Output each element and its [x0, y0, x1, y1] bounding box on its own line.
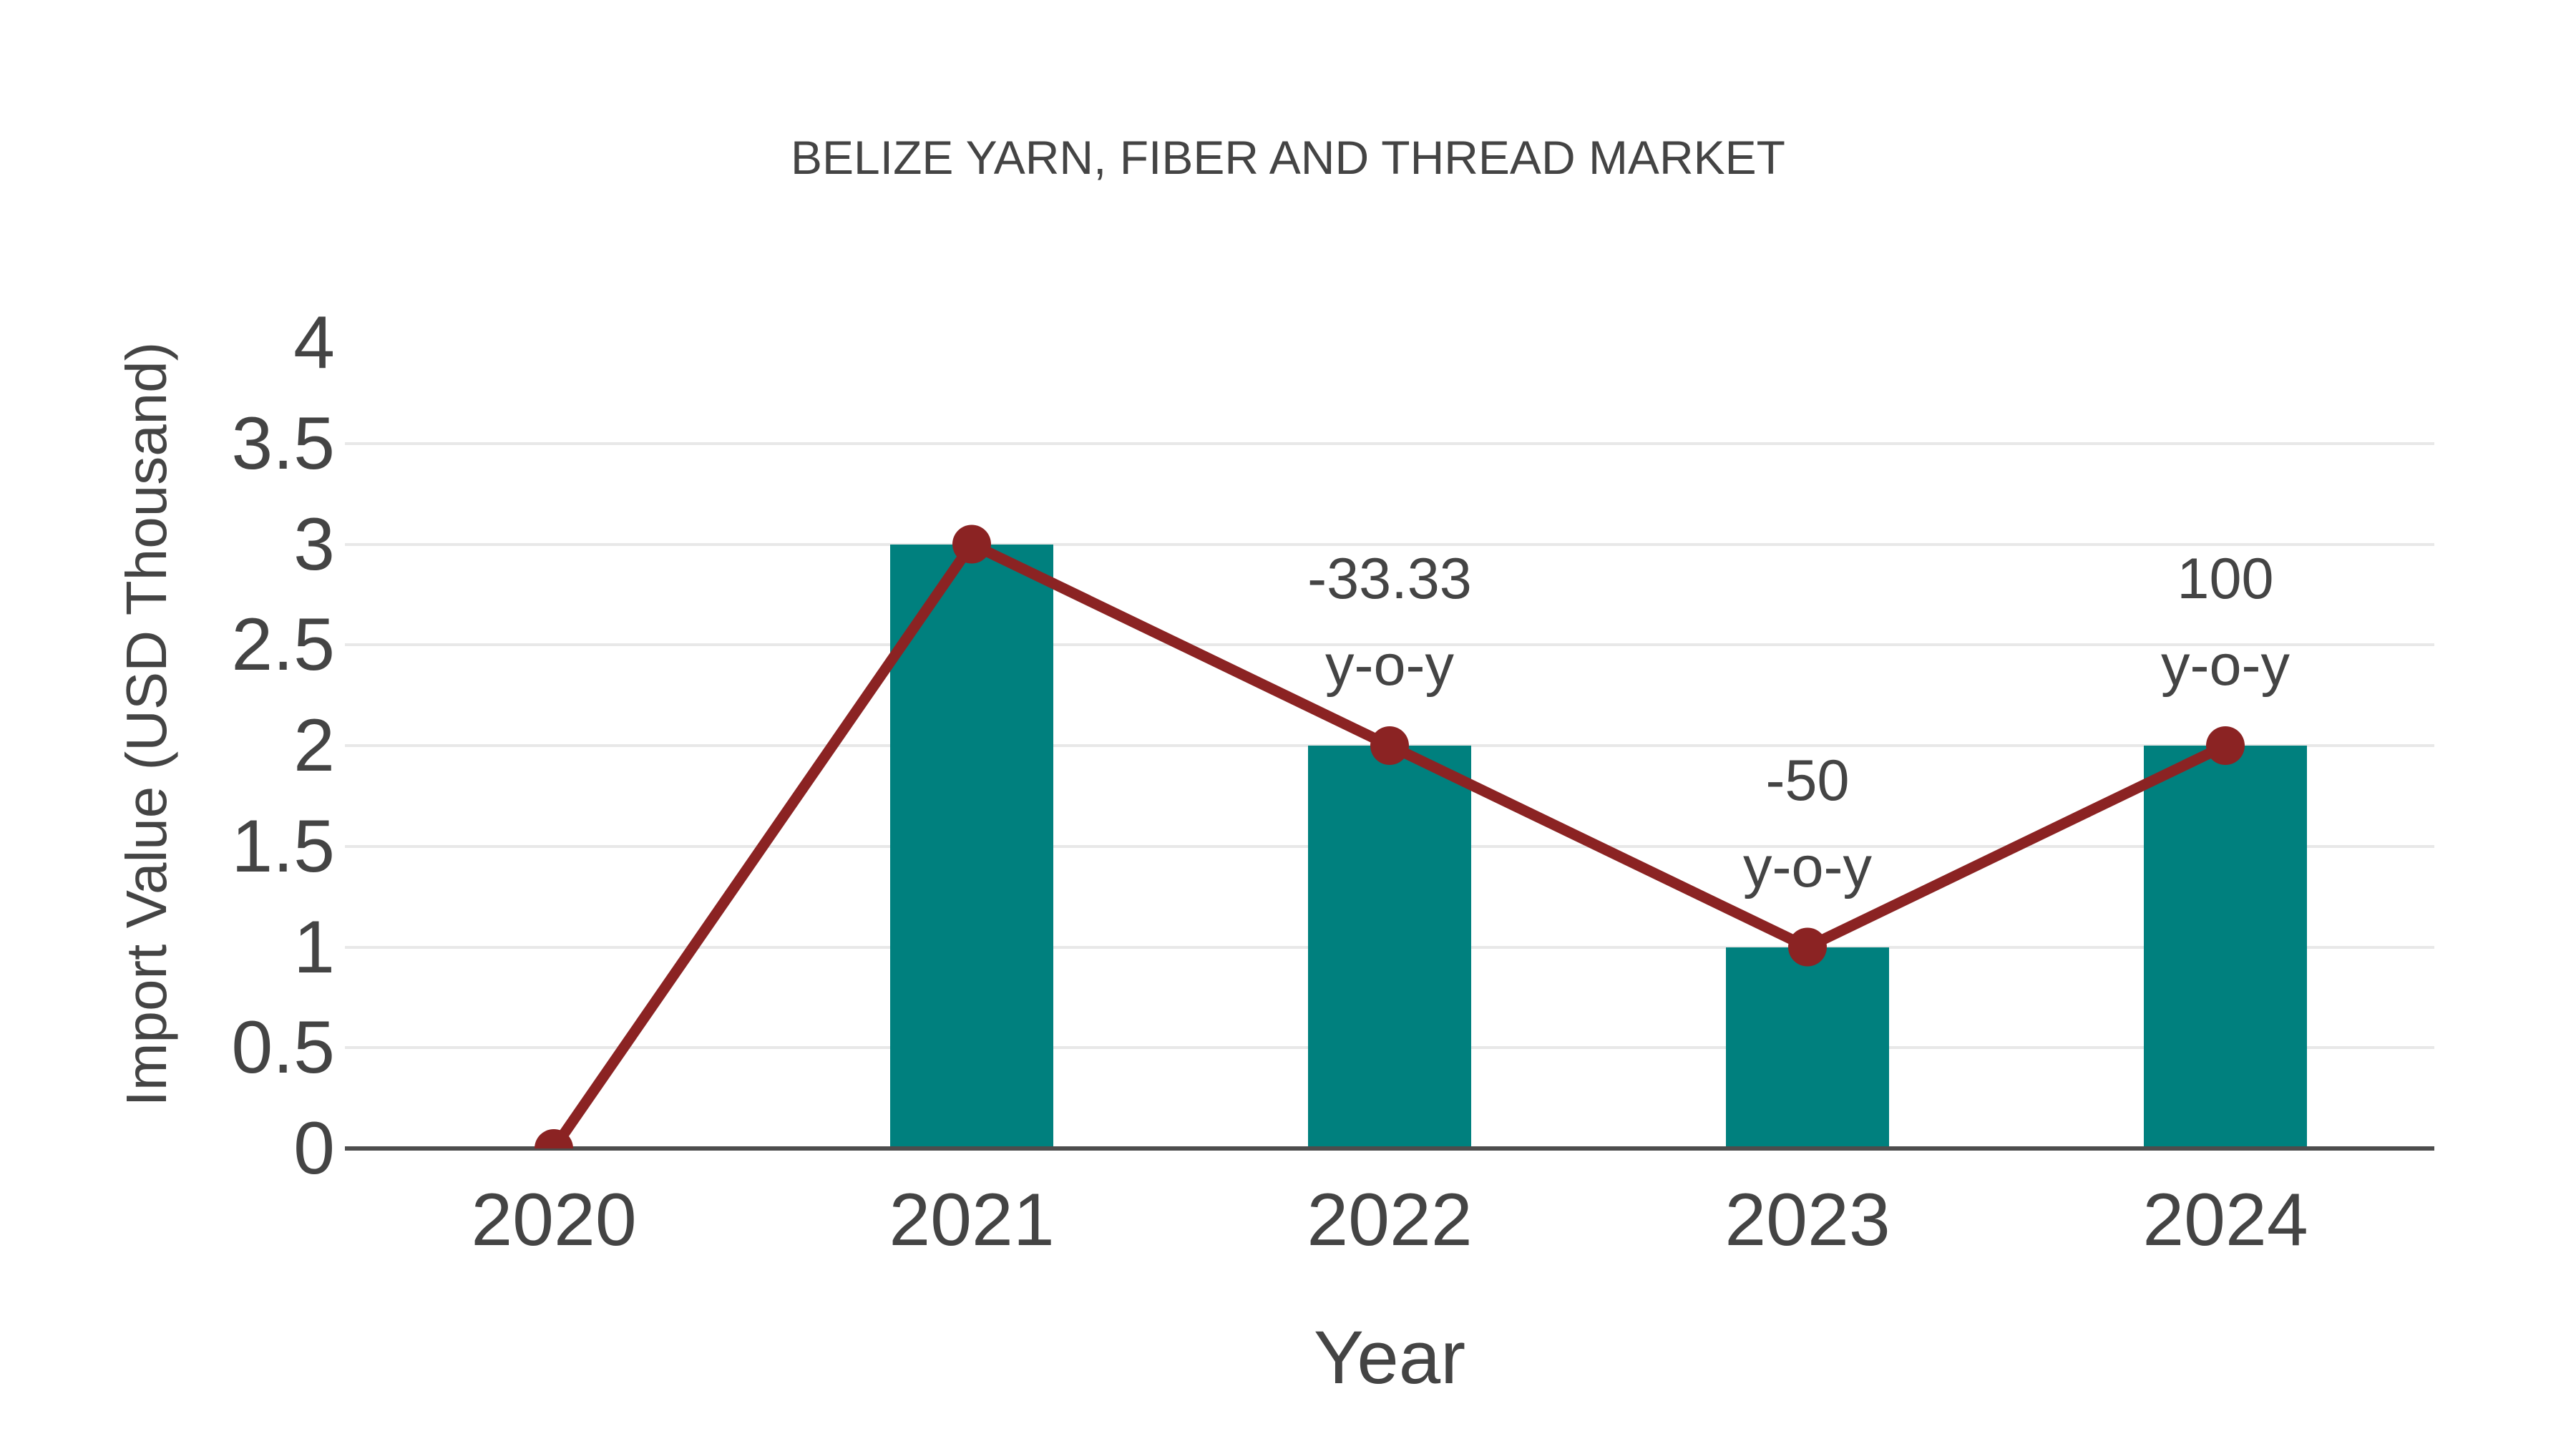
y-tick-label-4: 4	[293, 301, 335, 384]
x-tick-label-2024: 2024	[2142, 1179, 2308, 1262]
x-tick-label-2020: 2020	[471, 1179, 637, 1262]
annotation-2023: -50 y-o-y	[1579, 738, 2036, 911]
annotation-line: y-o-y	[1325, 633, 1454, 698]
y-tick-label-0: 0	[293, 1107, 335, 1190]
y-tick-label-0.5: 0.5	[231, 1006, 335, 1090]
data-point-marker-2023[interactable]	[1788, 927, 1827, 967]
annotation-line: -50	[1765, 748, 1850, 813]
y-tick-label-1: 1	[293, 905, 335, 989]
bar-2024[interactable]	[2144, 746, 2307, 1148]
y-tick-label-3: 3	[293, 502, 335, 586]
y-tick-label-2.5: 2.5	[231, 603, 335, 687]
chart-title: BELIZE YARN, FIBER AND THREAD MARKET	[791, 131, 1785, 184]
line-series-svg	[535, 525, 2245, 1148]
gridline-y-2.5	[345, 643, 2434, 647]
bar-2023[interactable]	[1726, 947, 1889, 1148]
annotation-2022: -33.33 y-o-y	[1161, 536, 1619, 709]
data-point-marker-2021[interactable]	[952, 525, 991, 564]
x-tick-label-2022: 2022	[1307, 1179, 1473, 1262]
gridline-y-3	[345, 542, 2434, 546]
y-tick-label-1.5: 1.5	[231, 804, 335, 888]
x-tick-label-2023: 2023	[1724, 1179, 1890, 1262]
annotation-line: 100	[2177, 547, 2274, 611]
data-point-marker-2022[interactable]	[1370, 726, 1409, 765]
data-point-marker-2024[interactable]	[2206, 726, 2245, 765]
annotation-line: y-o-y	[1743, 834, 1872, 899]
annotation-2024: 100 y-o-y	[1996, 536, 2454, 709]
x-axis-line	[345, 1146, 2434, 1151]
y-tick-label-3.5: 3.5	[231, 401, 335, 485]
x-tick-label-2021: 2021	[889, 1179, 1055, 1262]
gridline-y-3.5	[345, 441, 2434, 445]
y-tick-label-2: 2	[293, 704, 335, 787]
bar-2022[interactable]	[1308, 746, 1471, 1148]
annotation-line: y-o-y	[2161, 633, 2290, 698]
x-axis-title: Year	[1313, 1316, 1466, 1400]
data-point-marker-2020[interactable]	[535, 1129, 573, 1148]
annotation-line: -33.33	[1307, 547, 1472, 611]
bar-2021[interactable]	[890, 544, 1053, 1148]
